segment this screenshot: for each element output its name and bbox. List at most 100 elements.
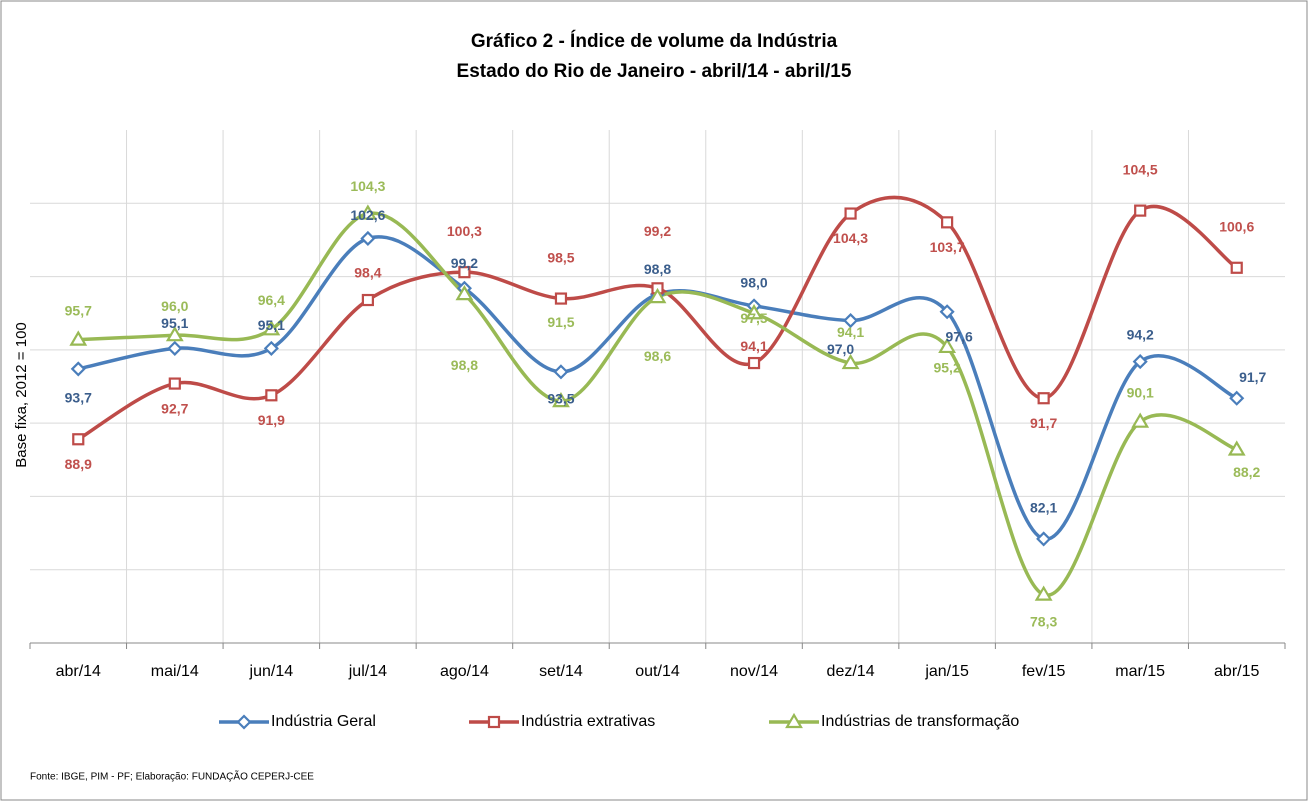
marker: [165, 326, 184, 342]
data-label: 93,5: [547, 391, 574, 407]
series-lines: [77, 195, 1238, 597]
marker: [745, 304, 763, 320]
x-tick-label: mar/15: [1115, 663, 1165, 680]
marker: [941, 216, 954, 229]
marker: [1132, 354, 1148, 370]
marker: [167, 340, 183, 356]
data-label: 97,5: [740, 310, 767, 326]
x-tick-label: dez/14: [827, 663, 875, 680]
data-label: 94,1: [837, 324, 864, 340]
legend-marker: [236, 714, 252, 730]
data-label: 98,8: [451, 357, 478, 373]
data-labels: 93,7 95,1 95,1 102,6 99,2 93,5 98,8 98,0 97,0 97,…: [65, 161, 1267, 629]
data-label: 96,0: [161, 298, 188, 314]
data-label: 98,4: [354, 265, 381, 281]
data-label: 82,1: [1030, 500, 1057, 516]
marker: [554, 292, 568, 305]
marker: [648, 287, 667, 304]
x-tick-label: jan/15: [924, 663, 969, 680]
marker: [841, 353, 860, 370]
data-label: 99,2: [451, 255, 478, 271]
data-label: 104,5: [1123, 161, 1158, 177]
marker: [747, 356, 761, 370]
marker: [458, 266, 471, 279]
series-markers: [69, 204, 1246, 601]
data-label: 97,6: [945, 328, 972, 344]
data-label: 78,3: [1030, 613, 1057, 629]
x-tick-label: abr/14: [56, 663, 101, 680]
data-label: 94,1: [740, 338, 767, 354]
legend-label: Indústria extrativas: [521, 713, 655, 730]
marker: [553, 364, 569, 380]
data-label: 92,7: [161, 400, 188, 416]
series-line: [78, 211, 1238, 597]
marker: [265, 389, 278, 402]
data-label: 98,0: [740, 275, 767, 291]
marker: [1131, 412, 1150, 428]
marker: [938, 337, 957, 354]
marker: [1227, 440, 1246, 456]
legend-marker: [785, 712, 803, 729]
data-label: 100,6: [1219, 218, 1254, 234]
marker: [455, 284, 474, 301]
data-label: 95,1: [258, 317, 285, 333]
data-label: 102,6: [350, 207, 385, 223]
data-label: 91,7: [1030, 415, 1057, 431]
data-label: 88,2: [1233, 464, 1260, 480]
data-label: 104,3: [833, 230, 868, 246]
data-label: 100,3: [447, 223, 482, 239]
marker: [360, 230, 376, 247]
data-label: 98,6: [644, 348, 671, 364]
marker: [1034, 585, 1053, 601]
marker: [262, 320, 281, 336]
marker: [361, 293, 374, 307]
x-tick-label: abr/15: [1214, 663, 1259, 680]
data-label: 98,8: [644, 261, 671, 277]
data-label: 91,9: [258, 412, 285, 428]
marker: [1036, 531, 1052, 547]
data-label: 96,4: [258, 292, 285, 308]
marker: [939, 304, 955, 320]
y-axis-label: Base fixa, 2012 = 100: [13, 322, 30, 468]
marker: [1037, 392, 1050, 405]
data-label: 95,7: [65, 302, 92, 318]
data-label: 99,2: [644, 223, 671, 239]
marker: [843, 312, 859, 329]
marker: [69, 330, 88, 346]
x-tick-label: ago/14: [440, 663, 489, 680]
x-tick-label: out/14: [635, 663, 680, 680]
marker: [70, 361, 86, 377]
marker: [1134, 204, 1147, 217]
marker: [1230, 261, 1243, 274]
data-label: 97,0: [827, 341, 854, 357]
source-note: Fonte: IBGE, PIM - PF; Elaboração: FUNDA…: [30, 770, 314, 783]
data-label: 94,2: [1127, 326, 1154, 342]
x-tick-label: fev/15: [1022, 663, 1066, 680]
data-label: 95,2: [933, 360, 960, 376]
legend-label: Indústria Geral: [271, 713, 376, 730]
x-tick-label: jul/14: [348, 663, 387, 680]
marker: [1229, 390, 1245, 406]
data-label: 103,7: [930, 239, 965, 255]
marker: [358, 204, 377, 220]
x-tick-label: nov/14: [730, 663, 778, 680]
legend-label: Indústrias de transformação: [821, 713, 1019, 730]
x-tick-label: mai/14: [151, 663, 199, 680]
data-label: 91,7: [1239, 369, 1266, 385]
chart-subtitle: Estado do Rio de Janeiro - abril/14 - ab…: [457, 61, 852, 82]
legend-marker: [487, 715, 501, 729]
marker: [552, 391, 570, 408]
marker: [72, 433, 85, 446]
x-tick-label: jun/14: [249, 663, 294, 680]
data-label: 98,5: [547, 249, 574, 265]
data-label: 95,1: [161, 315, 188, 331]
data-label: 93,7: [65, 390, 92, 406]
data-label: 91,5: [547, 314, 574, 330]
x-tick-label: set/14: [539, 663, 583, 680]
series-line: [77, 195, 1238, 441]
marker: [168, 377, 181, 390]
chart-title: Gráfico 2 - Índice de volume da Indústri…: [471, 30, 838, 52]
